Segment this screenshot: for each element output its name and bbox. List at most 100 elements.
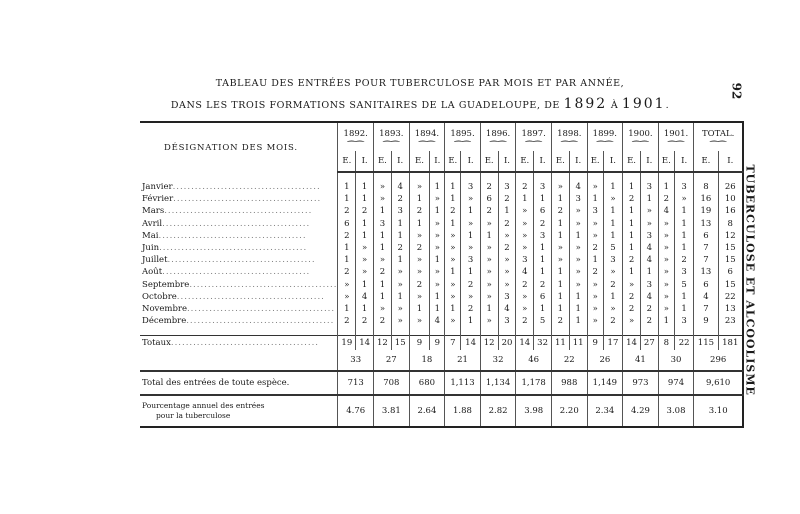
cell-value: 2 bbox=[622, 193, 641, 206]
leader-dots: ........................................ bbox=[170, 338, 319, 349]
leader-dots: ........................................ bbox=[158, 230, 307, 241]
title-mid: À bbox=[607, 100, 622, 111]
cell-value: 1 bbox=[444, 181, 461, 194]
cell-value: » bbox=[444, 241, 461, 255]
percent-value: 3.81 bbox=[373, 395, 410, 428]
cell-value: » bbox=[429, 266, 445, 279]
cell-value: 16 bbox=[693, 193, 719, 206]
cell-value: 13 bbox=[693, 217, 719, 230]
all-entries-value: 708 bbox=[373, 371, 410, 397]
cell-value: 1 bbox=[622, 229, 641, 242]
cell-value: 3 bbox=[533, 229, 552, 242]
month-label-text: Juin bbox=[142, 243, 160, 254]
cell-value: » bbox=[444, 229, 461, 242]
cell-value: 1 bbox=[602, 217, 623, 230]
all-entries-value: 1,149 bbox=[586, 371, 623, 397]
cell-value: 3 bbox=[497, 315, 516, 328]
year-header: 1892. bbox=[337, 122, 374, 145]
month-label: Décembre................................… bbox=[140, 315, 338, 327]
cell-value: » bbox=[355, 266, 374, 279]
cell-value: 1 bbox=[673, 302, 694, 316]
cell-value: 1 bbox=[355, 181, 374, 194]
cell-value: » bbox=[657, 278, 675, 291]
cell-value: 12 bbox=[717, 229, 743, 242]
spacer bbox=[429, 172, 445, 181]
spacer bbox=[602, 172, 623, 181]
cell-value: 2 bbox=[444, 205, 461, 218]
total-value: 27 bbox=[639, 335, 659, 351]
cell-value: 6 bbox=[479, 193, 499, 206]
cell-value: » bbox=[550, 254, 570, 267]
totals-row: Totaux..................................… bbox=[140, 335, 743, 351]
percent-row: Pourcentage annuel des entrées pour la tu… bbox=[140, 395, 743, 428]
total-value: 8 bbox=[657, 335, 675, 351]
spacer bbox=[444, 327, 461, 336]
totals-label: Totaux..................................… bbox=[140, 335, 338, 351]
total-value: 22 bbox=[673, 335, 694, 351]
table-row: Octobre.................................… bbox=[140, 290, 743, 303]
month-label-text: Septembre bbox=[142, 279, 190, 290]
spacer bbox=[515, 327, 534, 336]
percent-value: 3.08 bbox=[657, 395, 694, 428]
cell-value: 2 bbox=[479, 205, 499, 218]
cell-value: » bbox=[586, 229, 604, 242]
cell-value: 1 bbox=[337, 254, 356, 267]
cell-value: 1 bbox=[550, 266, 570, 279]
year-sum: 22 bbox=[550, 350, 588, 373]
cell-value: 1 bbox=[602, 290, 623, 303]
cell-value: 8 bbox=[693, 181, 719, 194]
cell-value: » bbox=[460, 241, 481, 255]
table-row: Janvier.................................… bbox=[140, 181, 743, 194]
all-entries-value: 1,178 bbox=[515, 371, 552, 397]
cell-value: 1 bbox=[673, 241, 694, 255]
leader-dots: ........................................ bbox=[176, 291, 325, 302]
sub-header-e: E. bbox=[515, 151, 534, 173]
cell-value: 1 bbox=[390, 290, 410, 303]
sub-header-e: E. bbox=[550, 151, 570, 173]
cell-value: 26 bbox=[717, 181, 743, 194]
cell-value: 6 bbox=[717, 266, 743, 279]
cell-value: 22 bbox=[717, 290, 743, 303]
cell-value: 7 bbox=[693, 241, 719, 255]
table-row: Décembre................................… bbox=[140, 315, 743, 328]
cell-value: » bbox=[460, 217, 481, 230]
spacer bbox=[497, 172, 516, 181]
cell-value: 2 bbox=[373, 315, 392, 328]
cell-value: » bbox=[479, 266, 499, 279]
cell-value: 1 bbox=[639, 193, 659, 206]
cell-value: » bbox=[515, 302, 534, 316]
sub-header-e: E. bbox=[693, 151, 719, 173]
total-value: 12 bbox=[373, 335, 392, 351]
spacer bbox=[515, 172, 534, 181]
cell-value: 3 bbox=[460, 254, 481, 267]
cell-value: » bbox=[515, 217, 534, 230]
total-value: 9 bbox=[586, 335, 604, 351]
percent-value: 2.82 bbox=[479, 395, 516, 428]
cell-value: » bbox=[602, 193, 623, 206]
cell-value: 2 bbox=[550, 315, 570, 328]
cell-value: 1 bbox=[479, 229, 499, 242]
cell-value: » bbox=[568, 217, 588, 230]
spacer bbox=[673, 172, 694, 181]
cell-value: 15 bbox=[717, 241, 743, 255]
table-row: Mai.....................................… bbox=[140, 229, 743, 242]
spacer bbox=[355, 172, 374, 181]
cell-value: 3 bbox=[568, 193, 588, 206]
cell-value: 16 bbox=[717, 205, 743, 218]
spacer-row bbox=[140, 327, 743, 336]
cell-value: » bbox=[639, 217, 659, 230]
cell-value: 3 bbox=[602, 254, 623, 267]
cell-value: 1 bbox=[515, 193, 534, 206]
cell-value: » bbox=[586, 217, 604, 230]
total-value: 32 bbox=[533, 335, 552, 351]
leader-dots: ........................................ bbox=[189, 279, 338, 290]
cell-value: 4 bbox=[639, 241, 659, 255]
cell-value: » bbox=[479, 278, 499, 291]
month-label: Mars....................................… bbox=[140, 205, 338, 217]
cell-value: 2 bbox=[673, 254, 694, 267]
year-header: 1897. bbox=[515, 122, 552, 145]
leader-dots: ........................................ bbox=[167, 255, 316, 266]
all-entries-label: Total des entrées de toute espèce. bbox=[140, 371, 338, 397]
month-label-text: Août bbox=[142, 267, 163, 278]
cell-value: 1 bbox=[390, 217, 410, 230]
